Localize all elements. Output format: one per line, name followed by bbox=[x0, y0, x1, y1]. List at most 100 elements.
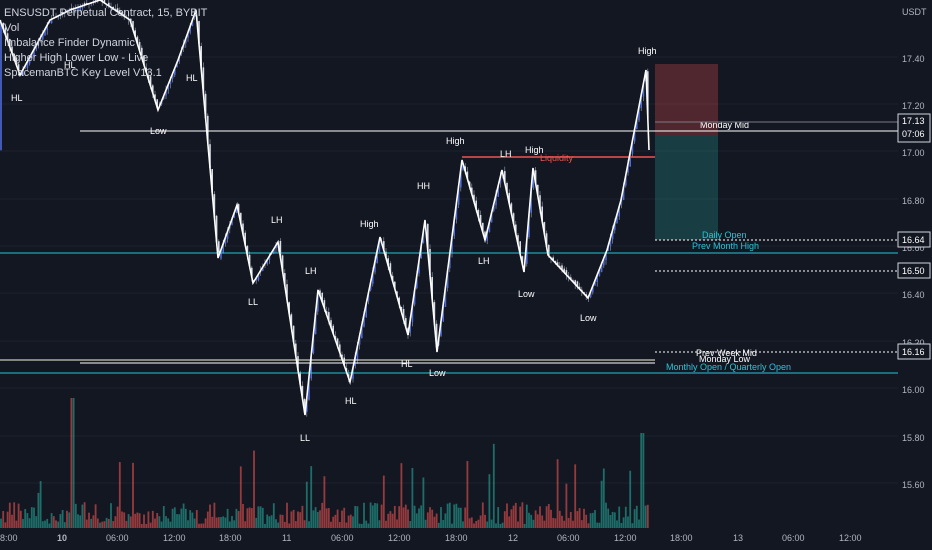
volume-bar bbox=[517, 521, 519, 528]
volume-bar bbox=[129, 516, 132, 528]
candle-body bbox=[433, 302, 436, 324]
volume-bar bbox=[492, 443, 495, 528]
volume-bar bbox=[367, 523, 370, 528]
volume-bar bbox=[422, 477, 425, 528]
volume-bar bbox=[488, 474, 491, 528]
candle-body bbox=[446, 270, 449, 288]
swing-label: LL bbox=[300, 433, 310, 443]
candle-body bbox=[576, 281, 579, 287]
candle-body bbox=[600, 263, 603, 273]
volume-bar bbox=[121, 511, 123, 528]
indicator-vol[interactable]: Vol bbox=[4, 22, 20, 34]
volume-bar bbox=[473, 523, 475, 528]
target-zone[interactable] bbox=[655, 136, 718, 240]
candle-body bbox=[622, 186, 625, 200]
volume-bar bbox=[420, 505, 423, 528]
volume-bar bbox=[66, 510, 68, 528]
price-axis[interactable]: USDT 17.40 17.20 17.00 16.80 16.60 16.40… bbox=[902, 7, 927, 490]
volume-bar bbox=[528, 512, 530, 528]
volume-bar bbox=[338, 522, 341, 528]
volume-bar bbox=[347, 515, 350, 528]
candle-body bbox=[235, 206, 238, 213]
candle-body bbox=[638, 106, 640, 121]
indicator-hhll[interactable]: Higher High Lower Low - Live bbox=[4, 52, 149, 64]
volume-bar bbox=[479, 515, 482, 528]
indicator-keylevel[interactable]: SpacemanBTC Key Level V13.1 bbox=[4, 67, 162, 79]
volume-bar bbox=[26, 513, 29, 528]
volume-bar bbox=[257, 506, 260, 528]
volume-bar bbox=[213, 502, 216, 528]
volume-bar bbox=[321, 502, 324, 528]
volume-bar bbox=[345, 522, 348, 528]
volume-bar bbox=[189, 510, 192, 528]
candle-body bbox=[244, 232, 246, 245]
volume-bar bbox=[343, 507, 346, 528]
time-tick: 12 bbox=[508, 533, 518, 543]
swing-label: High bbox=[638, 46, 657, 56]
volume-bar bbox=[72, 398, 75, 528]
candle-body bbox=[427, 223, 429, 251]
volume-bar bbox=[398, 506, 401, 528]
candle-body bbox=[422, 230, 425, 243]
volume-bar bbox=[30, 507, 33, 528]
volume-bar bbox=[433, 516, 436, 528]
symbol-title[interactable]: ENSUSDT Perpetual Contract, 15, BYBIT bbox=[4, 7, 208, 19]
candle-body bbox=[561, 265, 563, 271]
candle-body bbox=[389, 263, 392, 274]
current-price-badge: 17.13 07:06 bbox=[897, 113, 931, 143]
volume-bar bbox=[237, 511, 240, 528]
candle-body bbox=[339, 344, 341, 353]
volume-bar bbox=[11, 514, 13, 528]
volume-bar bbox=[497, 507, 500, 528]
price-tick: 15.60 bbox=[902, 480, 925, 490]
volume-bar bbox=[327, 508, 330, 528]
volume-bar bbox=[475, 521, 478, 528]
candle-body bbox=[394, 281, 396, 289]
volume-bar bbox=[162, 506, 165, 528]
candle-body bbox=[521, 256, 524, 265]
candle-body bbox=[629, 152, 631, 167]
volume-bar bbox=[580, 520, 583, 528]
candle-body bbox=[365, 303, 367, 317]
candle-body bbox=[418, 260, 420, 274]
volume-bar bbox=[389, 511, 392, 528]
volume-bar bbox=[48, 523, 51, 528]
time-axis[interactable]: 8:00 10 06:00 12:00 18:00 11 06:00 12:00… bbox=[0, 533, 862, 543]
volume-bar bbox=[396, 519, 398, 528]
swing-label: LH bbox=[305, 266, 317, 276]
volume-bar bbox=[374, 503, 376, 528]
stop-zone[interactable] bbox=[655, 64, 718, 136]
indicator-imbalance[interactable]: Imbalance Finder Dynamic bbox=[4, 37, 135, 49]
volume-bar bbox=[552, 517, 555, 528]
candle-body bbox=[477, 209, 480, 218]
volume-bar bbox=[253, 450, 255, 528]
volume-bar bbox=[308, 521, 310, 528]
candle-body bbox=[284, 273, 286, 286]
candle-body bbox=[308, 376, 310, 400]
volume-bar bbox=[426, 512, 429, 528]
candle-body bbox=[330, 320, 332, 328]
candle-body bbox=[237, 204, 240, 213]
volume-bar bbox=[644, 505, 647, 528]
candle-body bbox=[376, 250, 378, 264]
volume-bar bbox=[620, 522, 623, 528]
volume-bar bbox=[314, 507, 317, 528]
time-tick: 13 bbox=[733, 533, 743, 543]
volume-bar bbox=[457, 507, 460, 528]
volume-bar bbox=[541, 515, 544, 528]
candle-body bbox=[154, 94, 156, 101]
candle-body bbox=[138, 42, 141, 51]
volume-bar bbox=[303, 520, 306, 528]
candle-body bbox=[611, 230, 614, 240]
candle-body bbox=[224, 237, 227, 244]
candle-body bbox=[136, 36, 139, 44]
candle-body bbox=[15, 57, 18, 66]
candle-body bbox=[292, 325, 295, 342]
volume-bar bbox=[19, 510, 22, 528]
volume-bar bbox=[305, 481, 308, 528]
liquidity-label: Liquidity bbox=[540, 153, 574, 163]
volume-bar bbox=[444, 513, 447, 528]
candle-body bbox=[545, 233, 548, 247]
time-tick: 18:00 bbox=[670, 533, 693, 543]
